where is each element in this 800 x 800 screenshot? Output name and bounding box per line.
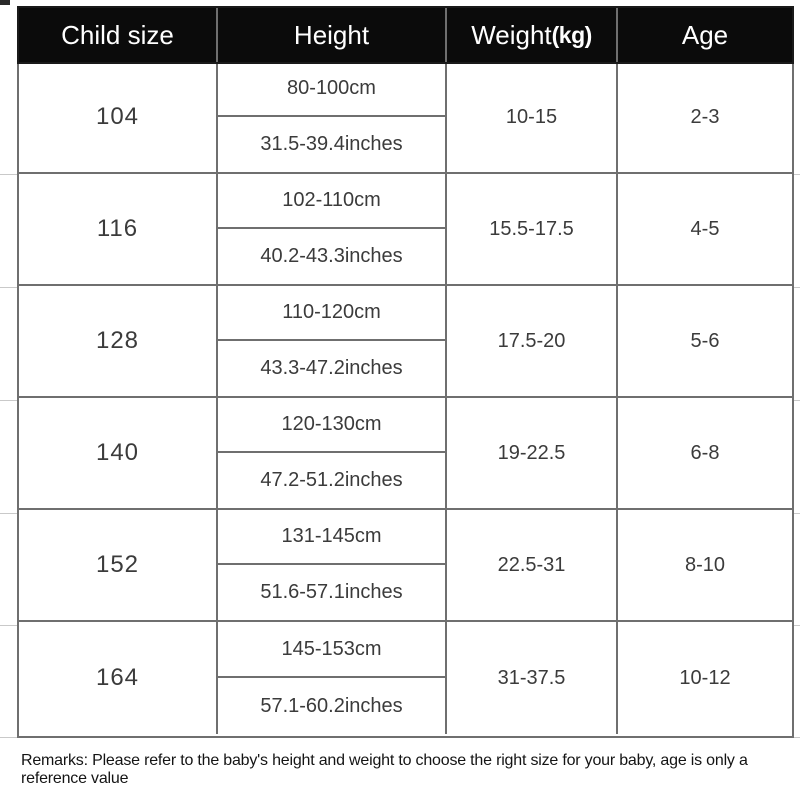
header-child-size: Child size [19, 8, 218, 62]
height-inches-cell: 31.5-39.4inches [260, 133, 403, 155]
size-cell: 116 [19, 174, 218, 284]
corner-artifact [0, 0, 10, 5]
weight-cell: 10-15 [447, 62, 618, 172]
height-inches-cell: 43.3-47.2inches [260, 357, 403, 379]
header-weight: Weight (kg) [447, 8, 618, 62]
weight-cell: 15.5-17.5 [447, 174, 618, 284]
table-row: 164 145-153cm 57.1-60.2inches 31-37.5 10… [19, 622, 792, 734]
weight-cell: 17.5-20 [447, 286, 618, 396]
size-cell: 104 [19, 62, 218, 172]
table-row: 128 110-120cm 43.3-47.2inches 17.5-20 5-… [19, 286, 792, 398]
height-cm-cell: 102-110cm [218, 174, 445, 229]
header-age: Age [618, 8, 792, 62]
height-cm-cell: 145-153cm [218, 622, 445, 678]
height-inches-cell: 47.2-51.2inches [260, 469, 403, 491]
height-inches-cell: 40.2-43.3inches [260, 245, 403, 267]
header-age-label: Age [681, 19, 729, 50]
age-cell: 5-6 [690, 329, 720, 352]
header-weight-unit: (kg) [551, 21, 593, 48]
weight-cell: 19-22.5 [447, 398, 618, 508]
height-cell: 110-120cm 43.3-47.2inches [218, 286, 447, 396]
table-row: 116 102-110cm 40.2-43.3inches 15.5-17.5 … [19, 174, 792, 286]
table-row: 152 131-145cm 51.6-57.1inches 22.5-31 8-… [19, 510, 792, 622]
header-weight-label: Weight [471, 19, 552, 50]
age-cell: 8-10 [684, 553, 726, 576]
size-chart-table: Child size Height Weight (kg) Age 104 80-… [17, 6, 794, 738]
height-cell: 80-100cm 31.5-39.4inches [218, 62, 447, 172]
weight-cell: 31-37.5 [447, 622, 618, 734]
table-row: 140 120-130cm 47.2-51.2inches 19-22.5 6-… [19, 398, 792, 510]
header-child-size-label: Child size [61, 19, 174, 50]
header-height-label: Height [293, 19, 370, 50]
height-inches-cell: 51.6-57.1inches [260, 581, 403, 603]
height-cell: 131-145cm 51.6-57.1inches [218, 510, 447, 620]
height-cm-cell: 131-145cm [218, 510, 445, 565]
height-cm-cell: 120-130cm [218, 398, 445, 453]
size-cell: 152 [19, 510, 218, 620]
age-cell: 10-12 [679, 666, 731, 689]
size-cell: 164 [19, 622, 218, 734]
age-cell: 4-5 [690, 217, 720, 240]
size-cell: 140 [19, 398, 218, 508]
remarks-text: Remarks: Please refer to the baby's heig… [21, 752, 748, 787]
size-cell: 128 [19, 286, 218, 396]
header-height: Height [218, 8, 447, 62]
table-body: 104 80-100cm 31.5-39.4inches 10-15 2-3 1… [19, 62, 792, 734]
height-cm-cell: 80-100cm [218, 62, 445, 117]
age-cell: 6-8 [690, 441, 720, 464]
table-header-row: Child size Height Weight (kg) Age [17, 6, 794, 64]
height-cm-cell: 110-120cm [218, 286, 445, 341]
height-cell: 102-110cm 40.2-43.3inches [218, 174, 447, 284]
height-cell: 145-153cm 57.1-60.2inches [218, 622, 447, 734]
table-row: 104 80-100cm 31.5-39.4inches 10-15 2-3 [19, 62, 792, 174]
height-inches-cell: 57.1-60.2inches [260, 694, 403, 717]
weight-cell: 22.5-31 [447, 510, 618, 620]
age-cell: 2-3 [690, 105, 720, 128]
height-cell: 120-130cm 47.2-51.2inches [218, 398, 447, 508]
